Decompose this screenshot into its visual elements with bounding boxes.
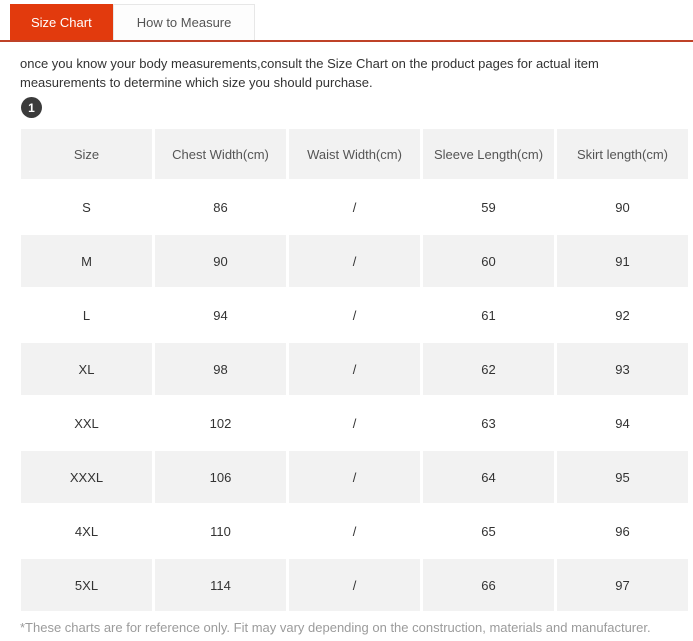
table-cell: 96 [557,505,688,557]
step-1-badge: 1 [21,97,42,118]
table-cell: M [21,235,152,287]
size-chart-tabs: Size Chart How to Measure [0,4,693,42]
tab-how-to-measure[interactable]: How to Measure [112,4,256,40]
table-cell: 65 [423,505,554,557]
table-cell: XL [21,343,152,395]
intro-text: once you know your body measurements,con… [20,56,599,90]
table-cell: / [289,505,420,557]
disclaimer-footnote: *These charts are for reference only. Fi… [20,620,651,635]
table-cell: 61 [423,289,554,341]
table-cell: 59 [423,181,554,233]
table-cell: S [21,181,152,233]
table-cell: 93 [557,343,688,395]
table-cell: / [289,181,420,233]
table-cell: 64 [423,451,554,503]
tab-size-chart[interactable]: Size Chart [10,4,113,40]
table-cell: L [21,289,152,341]
header-cell: Sleeve Length(cm) [423,129,554,179]
table-cell: 90 [155,235,286,287]
header-cell: Size [21,129,152,179]
header-cell: Waist Width(cm) [289,129,420,179]
table-cell: 5XL [21,559,152,611]
table-cell: 97 [557,559,688,611]
table-cell: 91 [557,235,688,287]
header-cell: Skirt length(cm) [557,129,688,179]
table-cell: / [289,559,420,611]
table-cell: 94 [155,289,286,341]
table-cell: 98 [155,343,286,395]
table-cell: / [289,451,420,503]
table-cell: / [289,235,420,287]
table-cell: XXXL [21,451,152,503]
table-cell: / [289,289,420,341]
table-cell: 4XL [21,505,152,557]
table-cell: / [289,343,420,395]
table-cell: 110 [155,505,286,557]
table-cell: 90 [557,181,688,233]
table-cell: 60 [423,235,554,287]
table-cell: 114 [155,559,286,611]
header-cell: Chest Width(cm) [155,129,286,179]
size-chart-table: Size Chest Width(cm) Waist Width(cm) Sleeve… [21,129,688,611]
table-cell: 66 [423,559,554,611]
table-cell: 63 [423,397,554,449]
table-cell: XXL [21,397,152,449]
table-cell: 92 [557,289,688,341]
table-cell: 62 [423,343,554,395]
table-cell: 102 [155,397,286,449]
table-cell: 86 [155,181,286,233]
table-cell: 94 [557,397,688,449]
table-cell: / [289,397,420,449]
table-cell: 106 [155,451,286,503]
table-cell: 95 [557,451,688,503]
